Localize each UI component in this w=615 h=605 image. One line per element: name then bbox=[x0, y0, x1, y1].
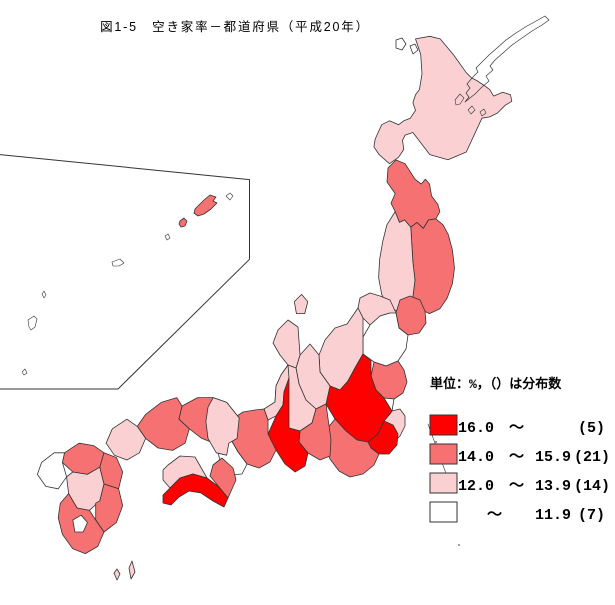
svg-text:12.0 ～: 12.0 ～ bbox=[458, 478, 524, 495]
svg-text:単位：%，（）は分布数: 単位：%，（）は分布数 bbox=[430, 376, 562, 392]
svg-text:11.9: 11.9 bbox=[535, 507, 571, 524]
svg-text:(5): (5) bbox=[578, 420, 605, 437]
svg-text:15.9: 15.9 bbox=[535, 449, 571, 466]
svg-text:16.0 ～: 16.0 ～ bbox=[458, 420, 524, 437]
svg-text:14.0 ～: 14.0 ～ bbox=[458, 449, 524, 466]
svg-text:13.9: 13.9 bbox=[535, 478, 571, 495]
svg-text:(21): (21) bbox=[574, 449, 610, 466]
svg-text:(7): (7) bbox=[578, 507, 605, 524]
svg-text:(14): (14) bbox=[574, 478, 610, 495]
svg-text:～: ～ bbox=[487, 507, 502, 524]
